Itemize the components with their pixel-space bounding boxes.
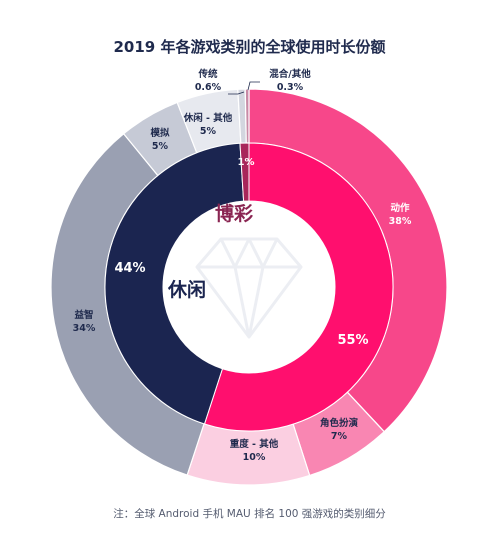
outer-pct-4: 5% (152, 141, 169, 152)
center-label-gambling: 博彩 (215, 202, 253, 225)
inner-name-casual: 休闲 (167, 278, 206, 301)
leader-line-mixed (247, 81, 260, 91)
outer-pct-3: 34% (73, 323, 96, 334)
outer-pct-6: 0.6% (195, 82, 222, 93)
outer-name-0: 动作 (390, 202, 410, 214)
outer-name-7: 混合/其他 (269, 68, 311, 80)
outer-pct-2: 10% (243, 452, 266, 463)
outer-name-6: 传统 (197, 68, 218, 80)
inner-pct-casual: 44% (114, 261, 145, 276)
outer-pct-0: 38% (389, 216, 412, 227)
footnote: 注：全球 Android 手机 MAU 排名 100 强游戏的类别细分 (113, 508, 386, 520)
outer-pct-5: 5% (200, 126, 217, 137)
outer-pct-1: 7% (331, 431, 348, 442)
outer-name-1: 角色扮演 (320, 417, 359, 429)
outer-name-3: 益智 (74, 309, 93, 321)
outer-name-2: 重度 - 其他 (230, 438, 279, 450)
diamond-watermark-icon (195, 237, 303, 339)
inner-name-heavy: 重度 (288, 307, 327, 330)
inner-ring (104, 142, 394, 432)
donut-hole (163, 201, 335, 373)
leader-line-traditional (228, 91, 245, 95)
outer-ring (50, 88, 448, 486)
outer-name-5: 休闲 - 其他 (183, 112, 233, 124)
outer-name-4: 模拟 (150, 127, 170, 139)
inner-pct-gambling: 1% (238, 157, 255, 168)
inner-pct-heavy: 55% (337, 333, 368, 348)
chart-labels: 重度 55% 休闲 44% 1% 博彩 动作 38% 角色扮演 7% 重度 - 其他 10% 益智 34%… (73, 68, 412, 463)
chart-title: 2019 年各游戏类别的全球使用时长份额 (113, 38, 386, 56)
outer-slice-7 (244, 88, 250, 144)
outer-pct-7: 0.3% (277, 82, 304, 93)
